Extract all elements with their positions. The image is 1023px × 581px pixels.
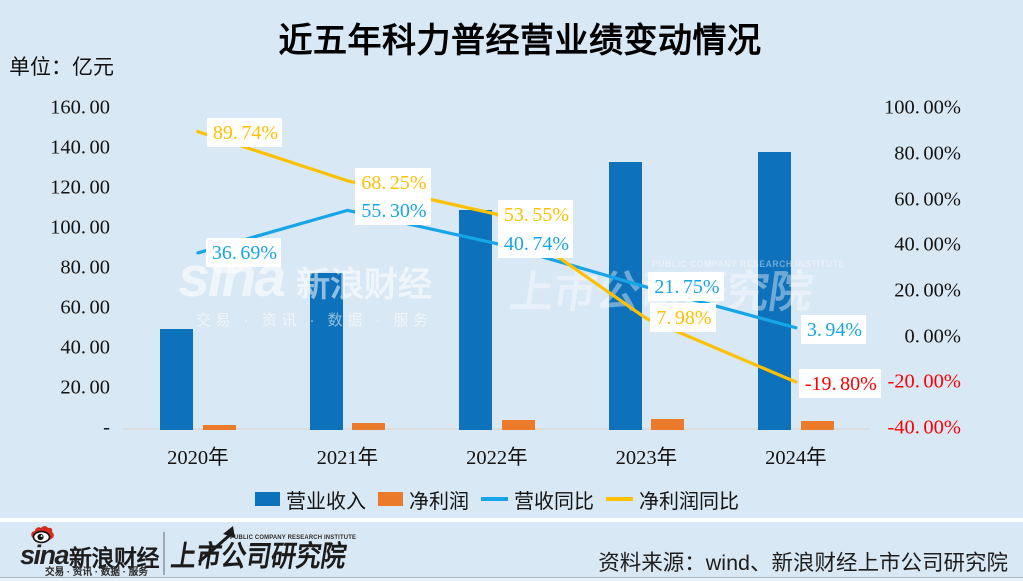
right-tick: 100.00% — [884, 96, 961, 119]
x-label-2024年: 2024年 — [765, 447, 827, 469]
revenue-bar-2021年 — [309, 273, 343, 430]
data-label-净利润同比-2024年: -19.80% — [798, 368, 881, 398]
data-label-营收同比-2023年: 21.75% — [648, 271, 724, 301]
legend-label: 营业收入 — [286, 490, 366, 513]
legend-label: 营收同比 — [514, 490, 594, 513]
legend-item-净利润同比: 净利润同比 — [606, 485, 739, 514]
right-tick: -40.00% — [887, 416, 961, 439]
revenue-bar-2020年 — [160, 328, 194, 430]
left-tick: 80.00 — [60, 256, 110, 279]
left-tick: 20.00 — [60, 376, 110, 399]
line-营收同比 — [196, 208, 798, 330]
bottom-hairline — [0, 577, 1023, 579]
profit-bar-2022年 — [501, 419, 535, 430]
right-tick: 40.00% — [894, 233, 961, 256]
left-tick: 100.00 — [50, 216, 110, 239]
bottom-strip — [0, 578, 1023, 581]
watermark-sina-brand: 新浪财经 — [296, 266, 433, 304]
profit-bar-2023年 — [651, 419, 685, 430]
legend-item-营业收入: 营业收入 — [255, 485, 366, 514]
left-tick: 120.00 — [50, 176, 110, 199]
x-axis-line — [123, 428, 870, 430]
x-label-2023年: 2023年 — [615, 447, 678, 469]
left-tick: 140.00 — [50, 136, 110, 159]
data-label-营收同比-2021年: 55.30% — [355, 195, 431, 225]
line-净利润同比 — [196, 130, 798, 384]
data-label-营收同比-2022年: 40.74% — [497, 229, 574, 259]
data-label-营收同比-2020年: 36.69% — [205, 238, 282, 268]
right-tick: 60.00% — [894, 188, 961, 211]
x-label-2021年: 2021年 — [316, 447, 379, 469]
revenue-bar-2024年 — [758, 151, 792, 430]
right-tick: -20.00% — [887, 370, 961, 393]
legend-swatch-净利润 — [378, 492, 403, 506]
right-tick: 0.00% — [904, 325, 961, 348]
x-label-2020年: 2020年 — [167, 447, 229, 469]
legend-swatch-营业收入 — [255, 492, 280, 506]
right-tick: 80.00% — [894, 142, 961, 165]
legend-label: 净利润同比 — [639, 490, 739, 513]
data-label-净利润同比-2023年: 7.98% — [650, 303, 716, 333]
unit-label: 单位：亿元 — [9, 55, 114, 79]
profit-bar-2020年 — [202, 425, 236, 430]
data-label-净利润同比-2022年: 53.55% — [497, 199, 574, 229]
chart-title: 近五年科力普经营业绩变动情况 — [278, 22, 762, 60]
legend: 营业收入 净利润 营收同比 净利润同比 — [255, 489, 739, 513]
separator-band — [0, 518, 1023, 522]
left-tick: 60.00 — [60, 296, 110, 319]
legend-item-净利润: 净利润 — [378, 485, 469, 514]
left-tick: 160.00 — [50, 96, 110, 119]
left-tick: 40.00 — [60, 336, 110, 359]
data-label-净利润同比-2021年: 68.25% — [355, 168, 431, 198]
watermark-pcri-en: PUBLIC COMPANY RESEARCH INSTITUTE — [652, 259, 845, 269]
left-tick: - — [103, 416, 110, 439]
x-label-2022年: 2022年 — [466, 447, 528, 469]
profit-bar-2024年 — [800, 421, 834, 430]
watermark-sina-tagline: 交易 · 资讯 · 数据 · 服务 — [196, 312, 433, 329]
profit-bar-2021年 — [352, 422, 386, 430]
pcri-watermark: PUBLIC COMPANY RESEARCH INSTITUTE 上市公司研究… — [507, 259, 855, 317]
right-tick: 20.00% — [894, 279, 961, 302]
legend-label: 净利润 — [409, 490, 469, 513]
legend-swatch-营收同比 — [481, 497, 508, 501]
revenue-bar-2022年 — [459, 209, 493, 430]
legend-item-营收同比: 营收同比 — [481, 485, 594, 514]
legend-swatch-净利润同比 — [606, 497, 633, 501]
data-label-营收同比-2024年: 3.94% — [800, 315, 867, 345]
data-label-净利润同比-2020年: 89.74% — [206, 118, 283, 148]
